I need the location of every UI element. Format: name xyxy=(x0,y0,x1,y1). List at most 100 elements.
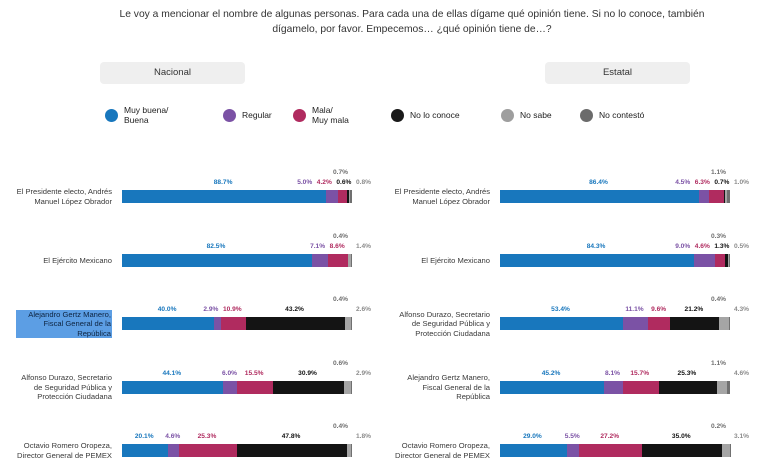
bar-segment-mala-muy-mala xyxy=(622,380,659,394)
row-label-text: Alfonso Durazo, Secretario de Seguridad … xyxy=(21,373,112,402)
question-title: Le voy a mencionar el nombre de algunas … xyxy=(119,9,705,35)
bar-segment-no-contesto xyxy=(350,380,352,394)
row-label: Alejandro Gertz Manero, Fiscal General d… xyxy=(16,296,112,352)
value-label: 1.3% xyxy=(714,242,730,250)
value-label: 45.2% xyxy=(541,369,561,377)
legend: Muy buena/ Buena Regular Mala/ Muy mala No … xyxy=(0,103,768,135)
bar-segment-no-lo-conoce xyxy=(670,317,720,330)
legend-item-regular: Regular xyxy=(223,103,272,127)
bar-segment-regular xyxy=(566,444,580,457)
value-label: 1.0% xyxy=(734,179,750,186)
value-label: 53.4% xyxy=(551,306,570,313)
bar-segment-muy-buena-buena xyxy=(122,380,224,394)
bar-segment-mala-muy-mala xyxy=(328,253,348,267)
value-label: 0.8% xyxy=(356,179,372,186)
bar-segment-regular xyxy=(698,190,710,203)
row-label-text: Alfonso Durazo, Secretario de Seguridad … xyxy=(399,309,490,338)
bar-segment-regular xyxy=(603,380,623,394)
value-label: 88.7% xyxy=(213,179,233,186)
bar-row: El Presidente electo, Andrés Manuel Lópe… xyxy=(0,160,388,223)
legend-color-dot xyxy=(501,108,514,122)
row-label: El Ejército Mexicano xyxy=(16,233,112,289)
bar-segment-no-contesto xyxy=(351,317,352,330)
bar-segment-no-contesto xyxy=(727,380,730,394)
stacked-bar: 86.4% 4.5% 6.3% 0.7% 1.0% 1.1% xyxy=(500,169,749,203)
value-label: 9.0% xyxy=(675,242,691,250)
legend-label: Regular xyxy=(242,110,272,120)
bar-row: Alejandro Gertz Manero, Fiscal General d… xyxy=(0,287,388,350)
legend-label: Mala/ Muy mala xyxy=(312,105,349,125)
bar-segment-muy-buena-buena xyxy=(122,253,312,267)
bar-segment-no-sabe xyxy=(719,317,730,330)
bar-segment-mala-muy-mala xyxy=(237,380,273,394)
value-label: 86.4% xyxy=(589,179,608,186)
value-label: 1.8% xyxy=(356,433,372,440)
bar-row: El Ejército Mexicano 82.5% 7.1% 8.6% 1.4% 0.4… xyxy=(0,224,388,287)
bar-segment-no-lo-conoce xyxy=(347,190,349,203)
legend-color-dot xyxy=(223,108,236,122)
legend-label: No sabe xyxy=(520,110,552,120)
stacked-bar: 84.3% 9.0% 4.6% 1.3% 0.5% 0.3% xyxy=(500,233,749,267)
value-label: 15.5% xyxy=(244,369,264,377)
bar-row: Alfonso Durazo, Secretario de Seguridad … xyxy=(378,287,766,350)
bar-row: Octavio Romero Oropeza, Director General… xyxy=(0,414,388,476)
bar-segment-regular xyxy=(168,444,179,457)
value-label: 4.6% xyxy=(734,369,750,377)
panel-nacional: El Presidente electo, Andrés Manuel Lópe… xyxy=(0,160,388,476)
row-label-text: El Presidente electo, Andrés Manuel Lópe… xyxy=(16,187,112,206)
bar-segment-regular xyxy=(214,317,221,330)
value-label-raised: 0.6% xyxy=(332,359,348,367)
bar-segment-no-sabe xyxy=(346,444,352,457)
bar-segment-regular xyxy=(693,253,715,267)
value-label: 4.2% xyxy=(316,179,332,186)
legend-color-dot xyxy=(105,108,118,122)
value-label: 30.9% xyxy=(298,369,317,377)
bar-segment-no-sabe xyxy=(728,253,730,267)
bar-segment-no-contesto xyxy=(350,190,352,203)
bar-segment-mala-muy-mala xyxy=(220,317,246,330)
tab-nacional[interactable]: Nacional xyxy=(100,62,245,84)
bar-segment-no-sabe xyxy=(722,444,730,457)
legend-label: No contestó xyxy=(599,110,645,120)
value-label: 4.6% xyxy=(694,242,710,250)
value-label: 8.6% xyxy=(329,242,345,250)
stacked-bar: 88.7% 5.0% 4.2% 0.6% 0.8% 0.7% xyxy=(122,169,371,203)
value-label-raised: 0.4% xyxy=(710,296,726,303)
row-label-text: El Ejército Mexicano xyxy=(421,255,490,265)
value-label: 40.0% xyxy=(157,306,177,313)
legend-item-no-contesto: No contestó xyxy=(580,103,644,127)
stacked-bar: 45.2% 8.1% 15.7% 25.3% 4.6% 1.1% xyxy=(500,360,749,394)
stacked-bar: 53.4% 11.1% 9.6% 21.2% 4.3% 0.4% xyxy=(500,296,749,330)
value-label: 4.5% xyxy=(675,179,691,186)
value-label: 25.3% xyxy=(197,433,217,440)
value-label: 4.6% xyxy=(165,433,181,440)
bar-segment-no-lo-conoce xyxy=(272,380,344,394)
row-label-text: Alejandro Gertz Manero, Fiscal General d… xyxy=(16,309,112,339)
bar-segment-mala-muy-mala xyxy=(648,317,671,330)
row-label: Octavio Romero Oropeza, Director General… xyxy=(16,423,112,476)
legend-item-muy-buena-buena: Muy buena/ Buena xyxy=(105,103,168,127)
row-label-text: Alejandro Gertz Manero, Fiscal General d… xyxy=(407,373,490,402)
bar-segment-muy-buena-buena xyxy=(500,444,567,457)
bar-segment-no-contesto xyxy=(351,253,352,267)
bar-segment-muy-buena-buena xyxy=(122,190,326,203)
bar-segment-no-contesto xyxy=(727,190,730,203)
stacked-bar: 29.0% 5.5% 27.2% 35.0% 3.1% 0.2% xyxy=(500,423,749,457)
value-label-raised: 0.4% xyxy=(332,423,348,430)
tab-estatal[interactable]: Estatal xyxy=(545,62,690,84)
bar-segment-mala-muy-mala xyxy=(579,444,642,457)
bar-segment-muy-buena-buena xyxy=(500,317,623,330)
bar-segment-no-lo-conoce xyxy=(641,444,723,457)
bar-segment-no-sabe xyxy=(348,190,351,203)
bar-segment-muy-buena-buena xyxy=(500,380,604,394)
bar-segment-no-sabe xyxy=(343,380,351,394)
value-label: 15.7% xyxy=(630,369,650,377)
bar-segment-mala-muy-mala xyxy=(709,190,724,203)
bar-row: Octavio Romero Oropeza, Director General… xyxy=(378,414,766,476)
row-label-text: El Presidente electo, Andrés Manuel Lópe… xyxy=(394,187,490,206)
stacked-bar: 20.1% 4.6% 25.3% 47.8% 1.8% 0.4% xyxy=(122,423,371,457)
bar-row: El Presidente electo, Andrés Manuel Lópe… xyxy=(378,160,766,223)
bar-row: Alfonso Durazo, Secretario de Seguridad … xyxy=(0,351,388,414)
legend-color-dot xyxy=(293,108,306,122)
